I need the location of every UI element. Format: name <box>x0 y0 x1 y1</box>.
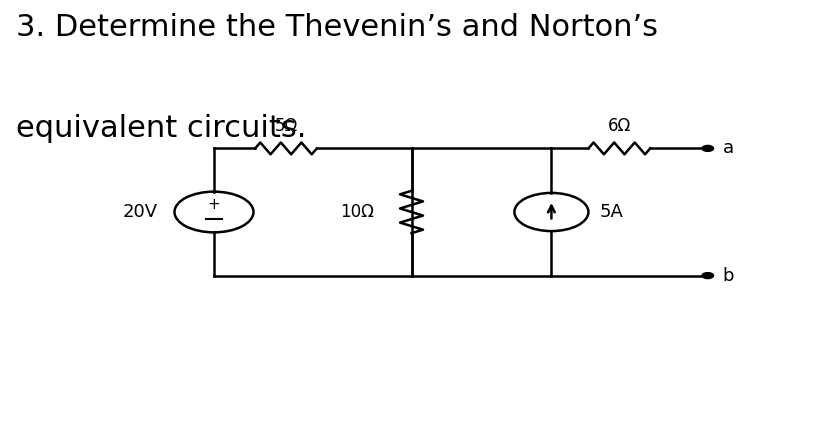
Circle shape <box>702 145 714 151</box>
Circle shape <box>702 273 714 279</box>
Text: 3. Determine the Thevenin’s and Norton’s: 3. Determine the Thevenin’s and Norton’s <box>16 13 658 42</box>
Text: 20V: 20V <box>123 203 157 221</box>
Text: a: a <box>723 139 734 157</box>
Text: 6Ω: 6Ω <box>607 117 631 135</box>
Text: equivalent circuits.: equivalent circuits. <box>16 114 307 143</box>
Text: b: b <box>723 267 734 285</box>
Text: 10Ω: 10Ω <box>341 203 374 221</box>
Text: 5Ω: 5Ω <box>274 117 298 135</box>
Text: +: + <box>207 197 221 212</box>
Text: 5A: 5A <box>599 203 623 221</box>
